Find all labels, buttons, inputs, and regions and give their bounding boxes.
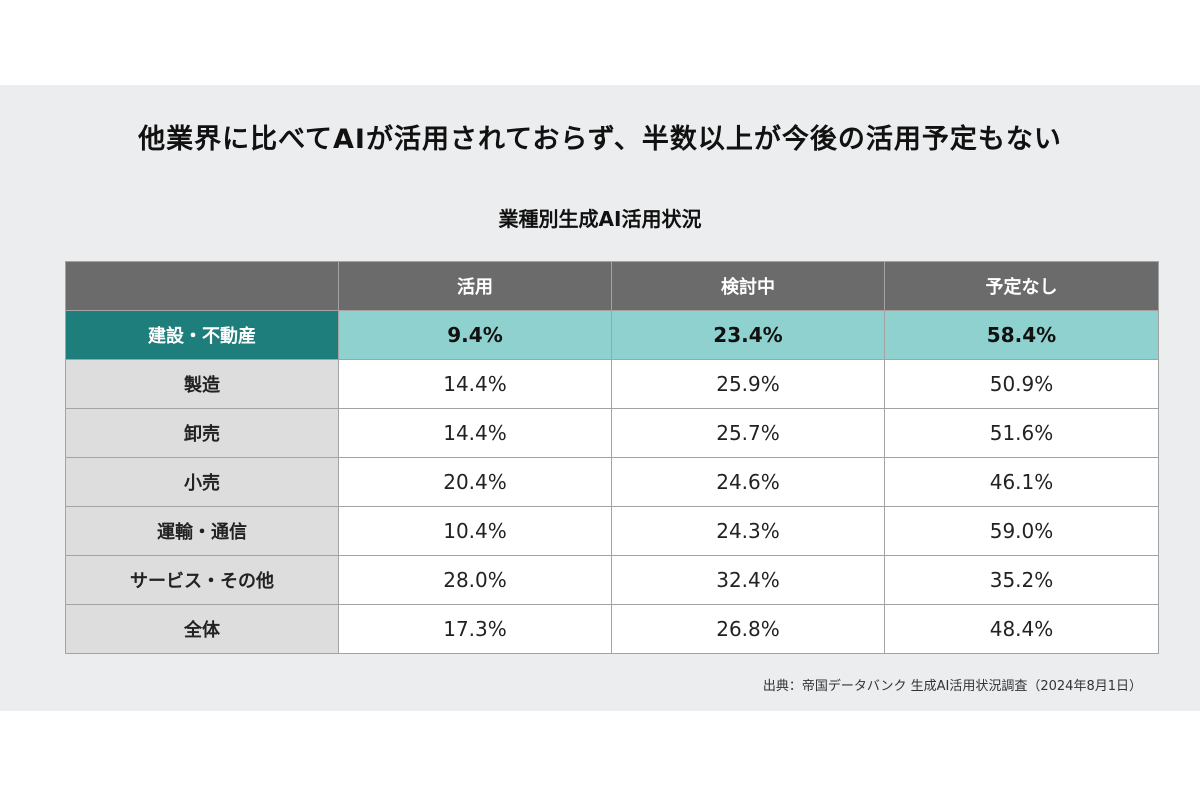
table-cell: 46.1% (884, 457, 1159, 507)
table-cell: 35.2% (884, 555, 1159, 605)
row-label: 製造 (65, 359, 339, 409)
row-label: 卸売 (65, 408, 339, 458)
source-note: 出典：帝国データバンク 生成AI活用状況調査（2024年8月1日） (762, 679, 1142, 694)
row-label: サービス・その他 (65, 555, 339, 605)
table-cell: 24.6% (611, 457, 885, 507)
table-row: 全体 17.3% 26.8% 48.4% (65, 604, 1159, 654)
table-cell: 9.4% (338, 310, 612, 360)
table-cell: 20.4% (338, 457, 612, 507)
table-cell: 23.4% (611, 310, 885, 360)
table-cell: 14.4% (338, 359, 612, 409)
header-corner (65, 261, 339, 311)
table-row: 建設・不動産 9.4% 23.4% 58.4% (65, 310, 1159, 360)
table-cell: 50.9% (884, 359, 1159, 409)
headline: 他業界に比べてAIが活用されておらず、半数以上が今後の活用予定もない (138, 124, 1062, 155)
table-cell: 24.3% (611, 506, 885, 556)
table-row: 小売 20.4% 24.6% 46.1% (65, 457, 1159, 507)
table-cell: 28.0% (338, 555, 612, 605)
column-header: 検討中 (611, 261, 885, 311)
table-cell: 26.8% (611, 604, 885, 654)
table-cell: 25.9% (611, 359, 885, 409)
table-row: 製造 14.4% 25.9% 50.9% (65, 359, 1159, 409)
table-cell: 25.7% (611, 408, 885, 458)
table-title: 業種別生成AI活用状況 (498, 207, 702, 231)
table-cell: 58.4% (884, 310, 1159, 360)
table-row: 卸売 14.4% 25.7% 51.6% (65, 408, 1159, 458)
table-row: サービス・その他 28.0% 32.4% 35.2% (65, 555, 1159, 605)
table-header-row: 活用 検討中 予定なし (65, 261, 1159, 311)
row-label: 運輸・通信 (65, 506, 339, 556)
table-cell: 51.6% (884, 408, 1159, 458)
column-header: 活用 (338, 261, 612, 311)
table-cell: 48.4% (884, 604, 1159, 654)
table-cell: 14.4% (338, 408, 612, 458)
table-cell: 17.3% (338, 604, 612, 654)
row-label: 全体 (65, 604, 339, 654)
table-cell: 10.4% (338, 506, 612, 556)
table-cell: 59.0% (884, 506, 1159, 556)
table-row: 運輸・通信 10.4% 24.3% 59.0% (65, 506, 1159, 556)
row-label: 小売 (65, 457, 339, 507)
row-label: 建設・不動産 (65, 310, 339, 360)
table-cell: 32.4% (611, 555, 885, 605)
content-panel: 他業界に比べてAIが活用されておらず、半数以上が今後の活用予定もない 業種別生成… (0, 85, 1200, 711)
data-table: 活用 検討中 予定なし 建設・不動産 9.4% 23.4% 58.4% 製造 14.4% 2… (65, 261, 1159, 654)
column-header: 予定なし (884, 261, 1159, 311)
